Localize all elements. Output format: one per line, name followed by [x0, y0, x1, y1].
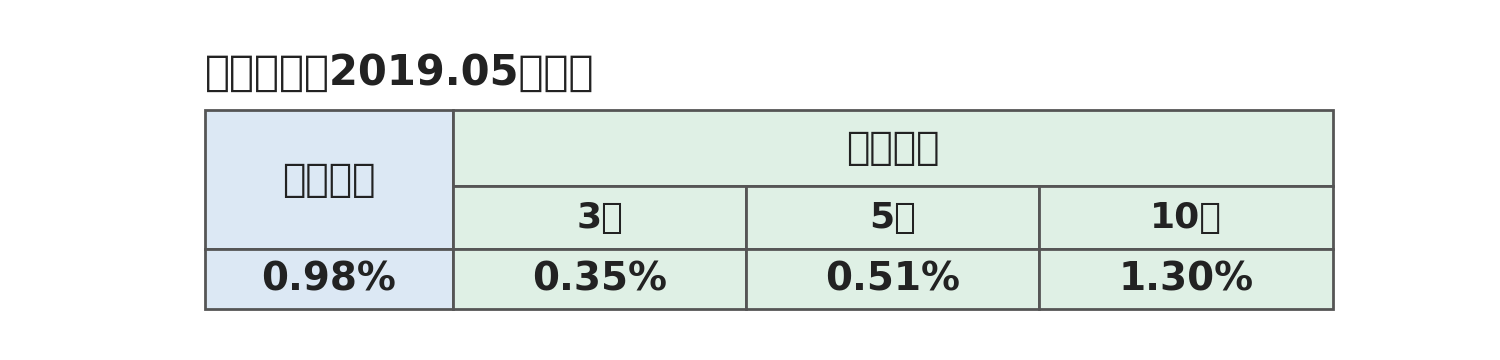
Text: 0.98%: 0.98%	[261, 260, 396, 298]
Text: 5年: 5年	[870, 201, 916, 234]
Text: 北陸銀行（2019.05時点）: 北陸銀行（2019.05時点）	[206, 51, 594, 94]
Bar	[453, 249, 746, 309]
Bar	[206, 110, 453, 249]
Bar	[746, 249, 1040, 309]
Text: 1.30%: 1.30%	[1119, 260, 1254, 298]
Bar	[206, 249, 453, 309]
Text: 固定金利: 固定金利	[846, 129, 939, 167]
Text: 0.35%: 0.35%	[532, 260, 668, 298]
Text: 変動金利: 変動金利	[282, 161, 375, 199]
Text: 0.51%: 0.51%	[825, 260, 960, 298]
Bar	[453, 185, 746, 249]
Bar	[746, 185, 1040, 249]
Bar	[1040, 249, 1332, 309]
Bar	[1040, 185, 1332, 249]
Text: 10年: 10年	[1150, 201, 1222, 234]
Bar	[453, 110, 1332, 185]
Text: 3年: 3年	[576, 201, 622, 234]
